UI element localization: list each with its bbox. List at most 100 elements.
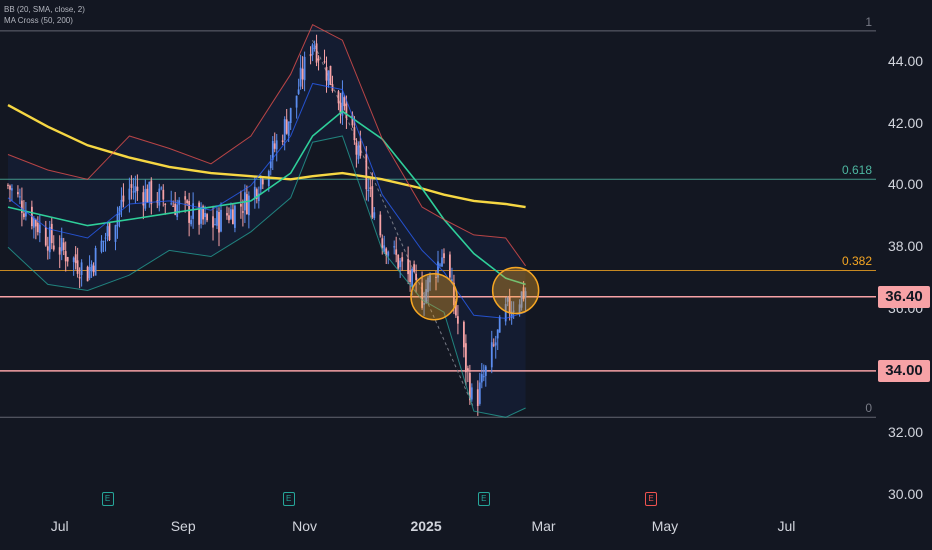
candle-body bbox=[150, 180, 153, 205]
candle-body bbox=[476, 389, 479, 406]
candle-body bbox=[144, 189, 147, 209]
candle-body bbox=[323, 61, 326, 63]
candle-body bbox=[453, 282, 455, 306]
candle-body bbox=[508, 296, 511, 314]
candle-body bbox=[303, 56, 306, 81]
candle-body bbox=[232, 209, 234, 225]
candle-body bbox=[373, 212, 376, 219]
candle-body bbox=[271, 141, 274, 160]
y-tick-label: 44.00 bbox=[888, 52, 924, 69]
candle-body bbox=[337, 91, 340, 104]
candle-body bbox=[200, 206, 202, 224]
candle-body bbox=[283, 119, 286, 141]
candle-body bbox=[367, 189, 370, 192]
candle-body bbox=[240, 204, 242, 207]
candle-body bbox=[413, 264, 415, 272]
candle-body bbox=[395, 249, 398, 255]
earnings-icon[interactable]: E bbox=[645, 492, 658, 506]
candle-body bbox=[287, 121, 290, 136]
candle-body bbox=[170, 203, 173, 205]
candle-body bbox=[186, 200, 188, 204]
candle-body bbox=[146, 188, 149, 203]
candle-body bbox=[482, 376, 485, 378]
series-line-bb_lower[interactable] bbox=[7, 135, 526, 418]
candle-body bbox=[66, 257, 69, 262]
price-tag[interactable]: 36.40 bbox=[878, 285, 930, 308]
candle-body bbox=[9, 185, 11, 190]
candle-body bbox=[72, 257, 75, 262]
candle-body bbox=[23, 213, 25, 218]
candle-body bbox=[248, 195, 250, 216]
candle-body bbox=[365, 153, 368, 190]
candle-body bbox=[255, 189, 258, 199]
candle-body bbox=[190, 220, 192, 225]
ma-cross-legend[interactable]: MA Cross (50, 200) bbox=[4, 16, 73, 25]
candle-body bbox=[114, 225, 117, 242]
candle-body bbox=[518, 304, 521, 314]
candle-body bbox=[118, 207, 121, 215]
fib-level-label: 0.618 bbox=[841, 163, 872, 178]
candle-body bbox=[379, 214, 382, 236]
candle-body bbox=[496, 329, 499, 339]
candle-body bbox=[74, 254, 77, 264]
series-line-bb_upper[interactable] bbox=[7, 24, 527, 267]
candle-body bbox=[34, 219, 37, 227]
candle-body bbox=[494, 342, 497, 346]
candle-body bbox=[465, 343, 467, 373]
candle-body bbox=[478, 382, 481, 404]
candle-body bbox=[512, 310, 515, 312]
candle-body bbox=[80, 262, 83, 275]
candle-body bbox=[136, 186, 139, 191]
fib-trend-line bbox=[312, 39, 475, 409]
candle-body bbox=[158, 188, 161, 206]
series-line-ma50[interactable] bbox=[7, 110, 526, 286]
x-tick-label: 2025 bbox=[410, 518, 442, 534]
bollinger-fill-layer bbox=[8, 24, 526, 418]
candle-body bbox=[120, 199, 123, 208]
candle-body bbox=[467, 368, 469, 372]
candle-body bbox=[437, 261, 439, 278]
series-line-ma200[interactable] bbox=[7, 104, 526, 209]
candle-body bbox=[357, 145, 360, 160]
candle-body bbox=[100, 240, 103, 252]
candle-body bbox=[62, 242, 65, 250]
candle-body bbox=[214, 224, 216, 226]
candle-body bbox=[415, 273, 417, 280]
price-tag[interactable]: 34.00 bbox=[878, 359, 930, 382]
earnings-icon[interactable]: E bbox=[101, 492, 114, 506]
candle-body bbox=[327, 70, 330, 86]
candle-body bbox=[164, 203, 167, 205]
candle-body bbox=[299, 67, 302, 87]
highlight-circles-layer bbox=[410, 266, 540, 321]
candle-body bbox=[423, 303, 425, 305]
highlight-circle-0 bbox=[410, 272, 458, 321]
candle-body bbox=[38, 224, 41, 233]
candle-body bbox=[230, 209, 232, 219]
bollinger-legend[interactable]: BB (20, SMA, close, 2) bbox=[4, 5, 85, 14]
candle-body bbox=[198, 202, 200, 225]
candle-body bbox=[226, 213, 228, 216]
candle-body bbox=[425, 289, 427, 303]
candle-body bbox=[353, 127, 356, 141]
series-line-bb_basis[interactable] bbox=[7, 82, 526, 319]
candle-body bbox=[19, 196, 21, 198]
candle-body bbox=[216, 210, 218, 226]
earnings-icon[interactable]: E bbox=[282, 492, 295, 506]
x-tick-label: Jul bbox=[777, 518, 796, 534]
candle-body bbox=[60, 238, 63, 252]
earnings-icon[interactable]: E bbox=[477, 492, 490, 506]
candle-body bbox=[498, 316, 501, 333]
candle-body bbox=[253, 186, 256, 199]
x-tick-label: Jul bbox=[50, 518, 69, 534]
candle-body bbox=[429, 275, 431, 283]
candle-body bbox=[48, 227, 51, 253]
candle-body bbox=[36, 222, 39, 233]
y-tick-label: 38.00 bbox=[888, 238, 924, 255]
candle-body bbox=[339, 102, 342, 114]
candle-body bbox=[421, 282, 423, 308]
candle-body bbox=[341, 92, 344, 116]
candle-body bbox=[317, 58, 320, 61]
candle-body bbox=[455, 301, 457, 316]
candle-body bbox=[108, 222, 111, 241]
